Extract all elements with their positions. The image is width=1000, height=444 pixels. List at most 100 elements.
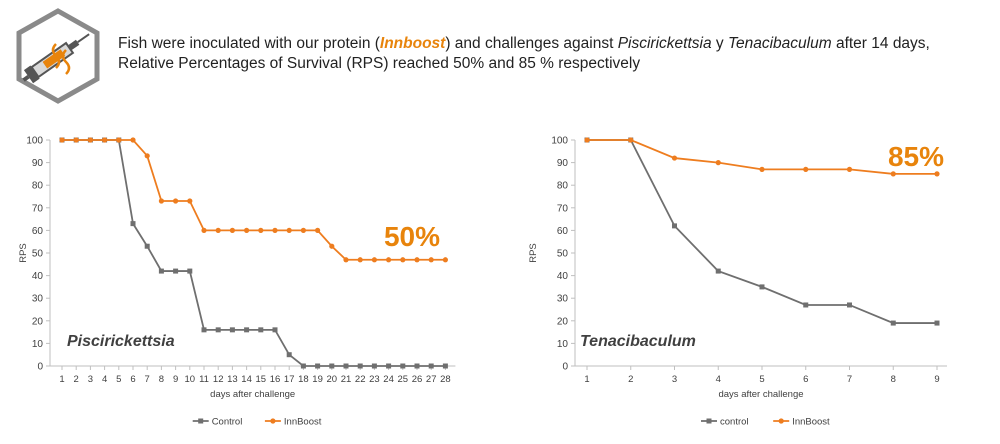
data-point-control	[442, 363, 448, 369]
y-tick-label: 20	[557, 316, 569, 327]
x-tick-label: 10	[185, 374, 196, 385]
y-tick-label: 0	[562, 362, 568, 373]
data-point-control	[357, 363, 363, 369]
y-tick-label: 100	[26, 136, 43, 147]
data-point-innboost	[934, 171, 940, 177]
x-tick-label: 22	[355, 374, 366, 385]
legend-marker	[706, 418, 712, 424]
x-tick-label: 3	[672, 374, 677, 385]
data-point-innboost	[386, 257, 392, 263]
x-tick-label: 9	[173, 374, 178, 385]
data-point-innboost	[286, 227, 292, 233]
data-point-control	[272, 327, 278, 333]
data-point-control	[386, 363, 392, 369]
pathogen-name: Tenacibaculum	[727, 35, 832, 52]
data-point-innboost	[201, 227, 207, 233]
inset-label: Tenacibaculum	[580, 333, 696, 350]
data-point-innboost	[144, 153, 150, 159]
x-tick-label: 1	[59, 374, 64, 385]
data-point-control	[428, 363, 434, 369]
data-point-innboost	[272, 227, 278, 233]
x-tick-label: 23	[369, 374, 380, 385]
data-point-innboost	[102, 137, 108, 143]
caption-line-2: Relative Percentages of Survival (RPS) r…	[118, 55, 641, 72]
highlight-value: 85%	[888, 141, 944, 172]
syringe-protein-icon	[16, 8, 100, 104]
legend-label: control	[720, 417, 749, 428]
x-tick-label: 13	[227, 374, 238, 385]
y-tick-label: 70	[557, 203, 569, 214]
data-point-innboost	[400, 257, 406, 263]
data-point-control	[329, 363, 335, 369]
y-tick-label: 0	[37, 362, 43, 373]
x-tick-label: 19	[312, 374, 323, 385]
y-tick-label: 90	[32, 158, 44, 169]
data-point-control	[286, 352, 292, 358]
caption: Fish were inoculated with our protein (I…	[118, 34, 998, 74]
x-tick-label: 5	[759, 374, 764, 385]
y-tick-label: 60	[32, 226, 44, 237]
x-tick-label: 24	[383, 374, 394, 385]
data-point-control	[414, 363, 420, 369]
x-tick-label: 7	[847, 374, 852, 385]
x-tick-label: 4	[102, 374, 107, 385]
y-tick-label: 70	[32, 203, 44, 214]
data-point-control	[201, 327, 207, 333]
y-tick-label: 20	[32, 316, 44, 327]
series-line-innboost	[62, 139, 446, 261]
data-point-innboost	[803, 166, 809, 172]
legend-marker	[270, 418, 276, 424]
x-tick-label: 18	[298, 374, 309, 385]
data-point-innboost	[442, 257, 448, 263]
x-tick-label: 12	[213, 374, 224, 385]
x-tick-label: 16	[270, 374, 281, 385]
data-point-control	[173, 268, 179, 274]
data-point-innboost	[158, 198, 164, 204]
data-point-innboost	[187, 198, 193, 204]
data-point-control	[258, 327, 264, 333]
data-point-innboost	[315, 227, 321, 233]
data-point-control	[144, 243, 150, 249]
data-point-control	[890, 320, 896, 326]
data-point-innboost	[229, 227, 235, 233]
data-point-control	[343, 363, 349, 369]
data-point-control	[371, 363, 377, 369]
data-point-control	[847, 302, 852, 308]
data-point-control	[229, 327, 235, 333]
y-tick-label: 60	[557, 226, 569, 237]
data-point-control	[130, 221, 136, 227]
data-point-control	[400, 363, 406, 369]
data-point-innboost	[215, 227, 221, 233]
data-point-control	[187, 268, 193, 274]
inset-label: Piscirickettsia	[67, 333, 175, 350]
data-point-control	[244, 327, 250, 333]
x-tick-label: 3	[88, 374, 93, 385]
data-point-innboost	[258, 227, 264, 233]
x-tick-label: 21	[341, 374, 352, 385]
brand-name: Innboost	[379, 35, 446, 52]
chart-tenacibaculum: 0 10 20 30 40 50 60 70 80 90 100 1 2 3 4 5 6 7 8 9 days afte…	[528, 136, 947, 428]
caption-text: after 14 days,	[831, 35, 930, 52]
x-tick-label: 14	[241, 374, 252, 385]
x-tick-label: 4	[716, 374, 721, 385]
data-point-innboost	[357, 257, 363, 263]
data-point-control	[300, 363, 306, 369]
y-tick-label: 80	[32, 181, 44, 192]
x-tick-label: 26	[412, 374, 423, 385]
x-tick-label: 20	[327, 374, 338, 385]
data-point-innboost	[329, 243, 335, 249]
data-point-innboost	[890, 171, 896, 177]
y-tick-label: 80	[557, 181, 569, 192]
legend-marker	[778, 418, 784, 424]
x-tick-label: 6	[130, 374, 135, 385]
data-point-innboost	[428, 257, 434, 263]
data-point-control	[158, 268, 164, 274]
caption-text: ) and challenges against	[445, 35, 618, 52]
x-tick-label: 9	[934, 374, 939, 385]
x-tick-label: 27	[426, 374, 437, 385]
x-axis-label: days after challenge	[718, 389, 803, 400]
x-tick-label: 15	[256, 374, 267, 385]
data-point-innboost	[671, 155, 678, 161]
data-point-innboost	[173, 198, 179, 204]
